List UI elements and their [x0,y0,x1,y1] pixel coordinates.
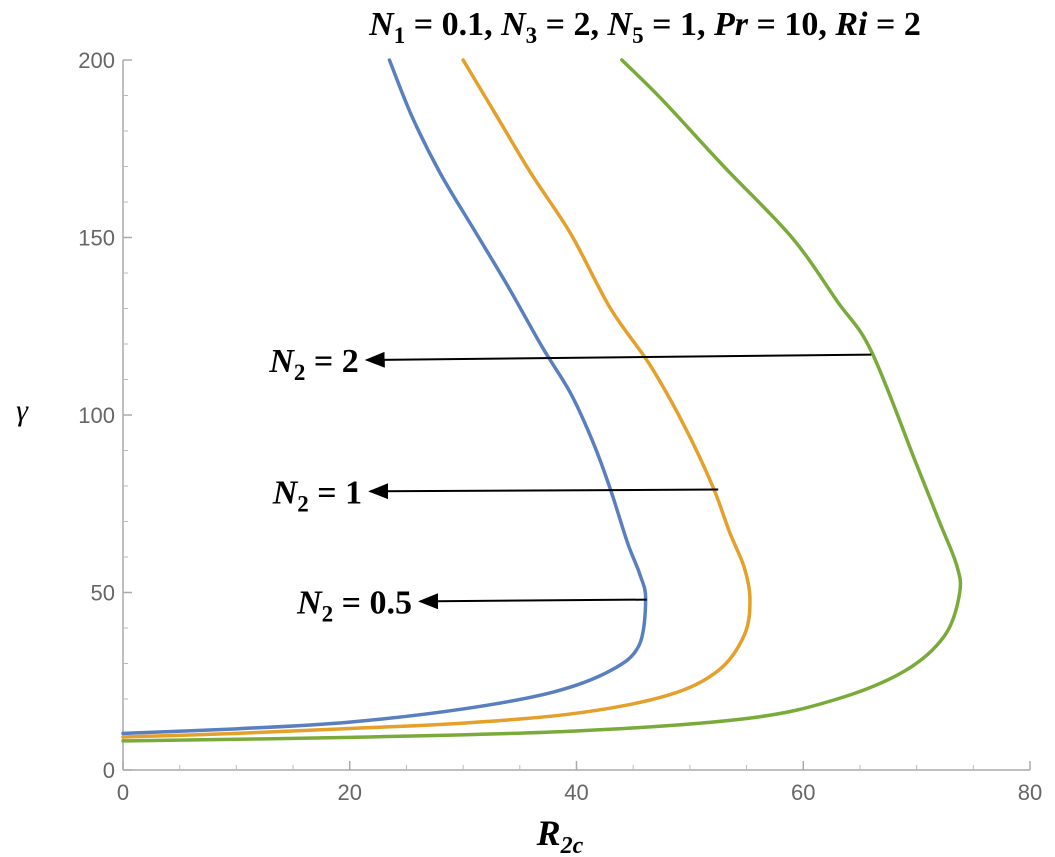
y-tick-label: 100 [78,403,115,428]
y-tick-label: 150 [78,226,115,251]
series-line-n2-2 [121,58,963,743]
x-tick-label: 40 [564,780,588,805]
x-tick-label: 60 [791,780,815,805]
y-tick-label: 200 [78,48,115,73]
annotation-arrow [418,593,647,610]
chart-title: N1 = 0.1, N3 = 2, N5 = 1, Pr = 10, Ri = … [368,6,921,48]
series-line-n2-0-5 [121,58,648,736]
y-tick-label: 0 [103,758,115,783]
x-axis-label: R2c [536,813,584,857]
x-ticks: 0 20 40 60 80 [117,761,1042,805]
x-tick-label: 0 [117,780,129,805]
annotation-arrow [364,351,872,368]
series-group [121,58,963,743]
x-tick-label: 20 [338,780,362,805]
annotation-group: N2 = 2 N2 = 1 N2 = 0.5 [268,343,872,626]
y-tick-label: 50 [91,581,115,606]
y-axis-label: γ [16,394,29,427]
annotation-label: N2 = 0.5 [296,584,412,626]
annotation-label: N2 = 1 [272,474,362,516]
series-line-n2-1 [121,58,752,739]
y-ticks: 0 50 100 150 200 [78,48,132,783]
x-tick-label: 80 [1018,780,1042,805]
annotation-arrow [368,483,719,500]
annotation-label: N2 = 2 [268,343,358,385]
